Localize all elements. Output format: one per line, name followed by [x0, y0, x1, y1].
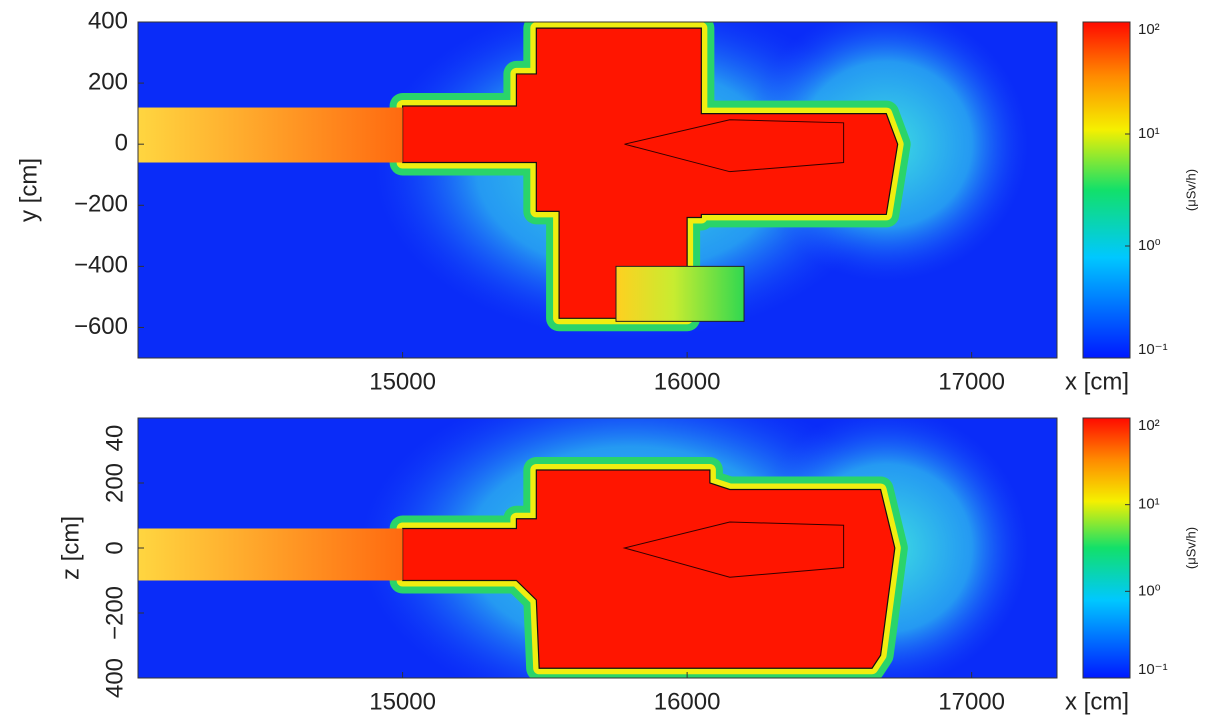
dose-map	[138, 22, 1057, 358]
x-tick-label: 16000	[654, 368, 721, 395]
colorbar-tick-label: 10²	[1138, 21, 1160, 38]
x-tick-label: 15000	[369, 688, 436, 715]
y-tick-label: 200	[88, 68, 128, 95]
shield	[622, 521, 845, 578]
colorbar-tick-label: 10¹	[1138, 496, 1160, 513]
beam-pipe	[138, 107, 403, 163]
shield	[624, 119, 845, 173]
y-axis-label: z [cm]	[57, 516, 84, 580]
dose-box	[615, 265, 745, 322]
y-tick-label: −200	[101, 586, 128, 640]
y-tick-label: −200	[74, 191, 128, 218]
y-tick-label: 0	[101, 541, 128, 554]
x-axis-label: x [cm]	[1065, 688, 1129, 715]
plot-frame	[137, 21, 1058, 359]
colorbar-tick-label: 10⁰	[1138, 237, 1161, 254]
x-tick-label: 17000	[938, 368, 1005, 395]
y-tick-label: 200	[101, 463, 128, 503]
colorbar-tick-label: 10¹	[1138, 125, 1160, 142]
core	[402, 469, 896, 669]
y-tick-label: 40	[101, 425, 128, 452]
colorbar-tick-label: 10²	[1138, 417, 1160, 434]
x-tick-label: 16000	[654, 688, 721, 715]
colorbar-label: (μSv/h)	[1183, 169, 1198, 211]
beam-pipe	[138, 528, 403, 581]
y-tick-label: 0	[115, 130, 128, 157]
colorbar	[1082, 21, 1131, 359]
y-tick-label: 400	[88, 7, 128, 34]
y-tick-label: −600	[74, 313, 128, 340]
y-axis-label: y [cm]	[15, 158, 42, 222]
dose-map	[138, 418, 1057, 678]
colorbar-tick-label: 10⁻¹	[1138, 661, 1168, 678]
core	[402, 27, 899, 319]
y-tick-label: 400	[101, 658, 128, 698]
colorbar-label: (μSv/h)	[1183, 527, 1198, 569]
colorbar-tick-label: 10⁰	[1138, 582, 1161, 599]
colorbar	[1082, 417, 1131, 679]
y-tick-label: −400	[74, 252, 128, 279]
x-axis-label: x [cm]	[1065, 368, 1129, 395]
colorbar-tick-label: 10⁻¹	[1138, 341, 1168, 358]
x-tick-label: 17000	[938, 688, 1005, 715]
x-tick-label: 15000	[369, 368, 436, 395]
